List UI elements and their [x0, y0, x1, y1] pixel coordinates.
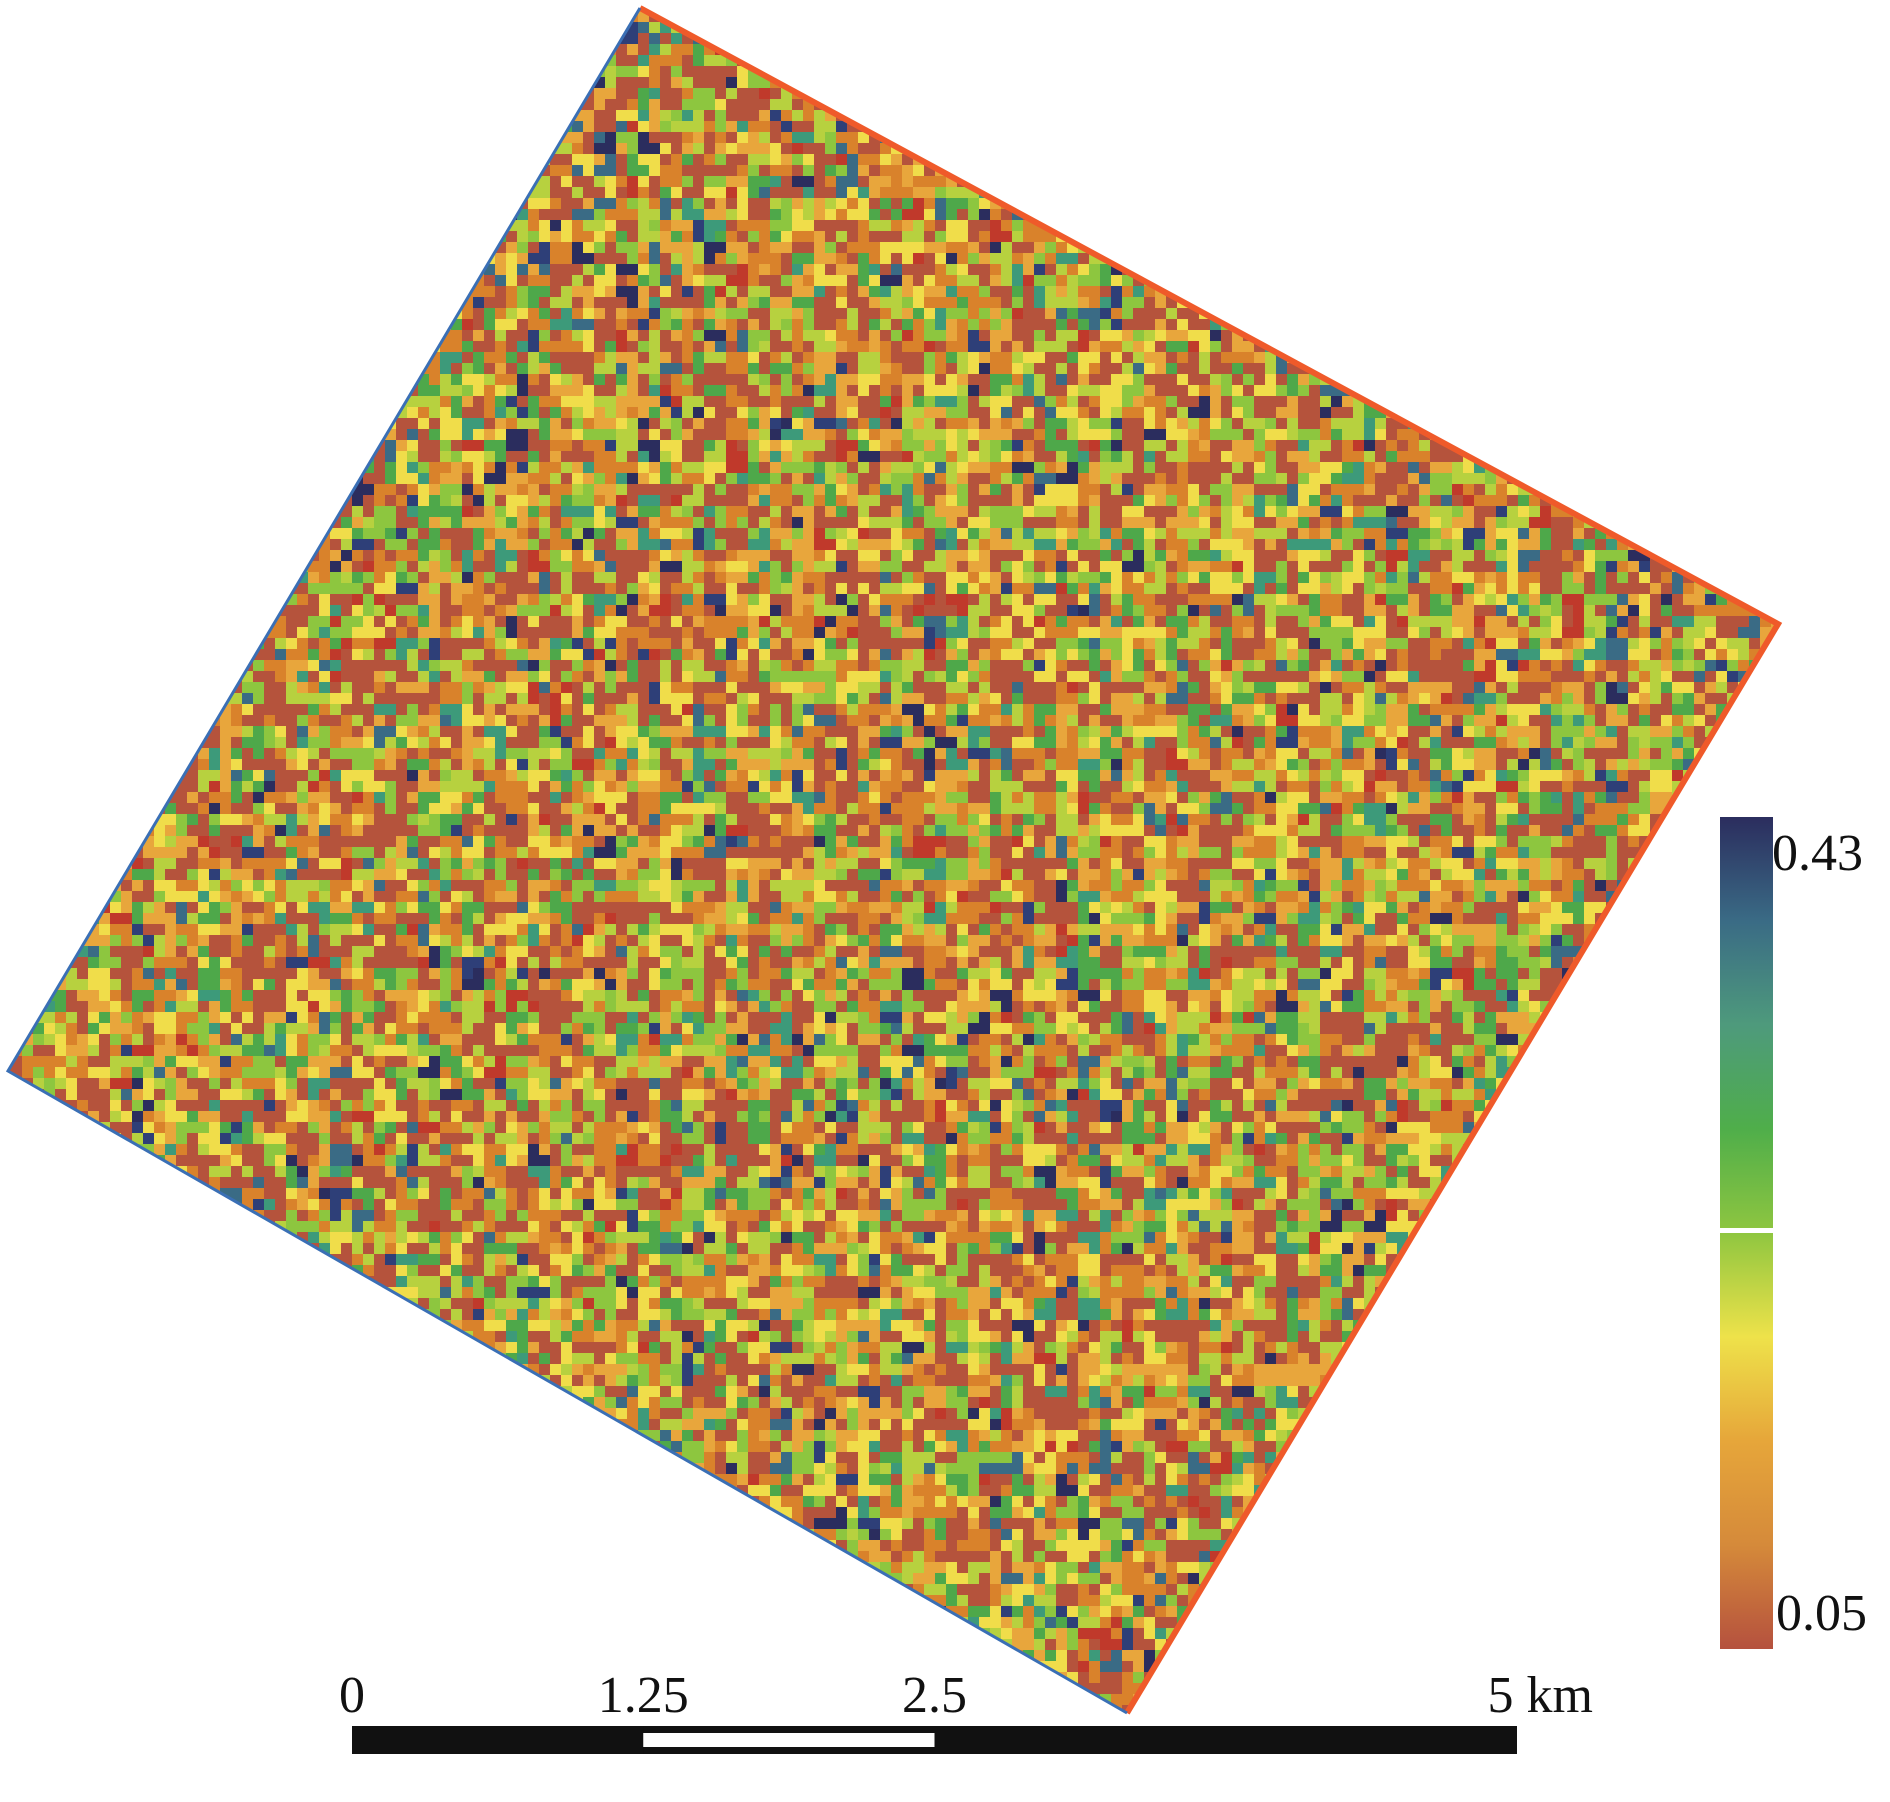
scale-bar-segment-0: [352, 1726, 644, 1754]
colorbar-max-label: 0.43: [1772, 825, 1863, 882]
scale-bar-tick-0: 0: [339, 1667, 365, 1724]
scale-bar: 0 1.25 2.5 5 km: [339, 1667, 1593, 1754]
scale-bar-tick-2: 2.5: [902, 1667, 967, 1724]
scale-bar-tick-1: 1.25: [598, 1667, 689, 1724]
scale-bar-segment-1: [643, 1733, 935, 1747]
raster-tile: [8, 8, 1778, 1713]
colorbar: 0.43 0.05: [1720, 817, 1867, 1649]
colorbar-min-label: 0.05: [1776, 1585, 1867, 1642]
raster-edge-right: [638, 5, 1783, 1715]
colorbar-divider: [1720, 1228, 1773, 1233]
scale-bar-tick-3: 5 km: [1488, 1667, 1593, 1724]
raster-outline-left: [5, 7, 1128, 1715]
scale-bar-segment-2: [934, 1726, 1517, 1754]
